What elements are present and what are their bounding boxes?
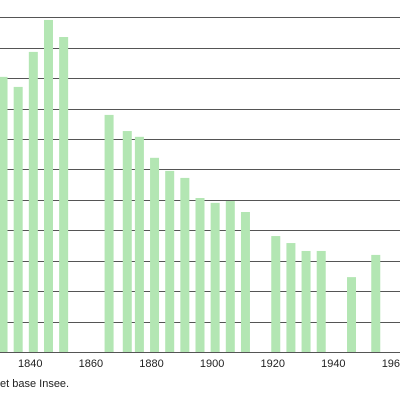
x-tick-label: 1920 [260, 358, 284, 370]
x-tick-label: 1960 [382, 358, 400, 370]
bar [43, 19, 53, 353]
bar [286, 243, 296, 352]
bar [59, 37, 69, 352]
bar [271, 236, 281, 352]
bar [28, 51, 38, 352]
bar [150, 157, 160, 352]
bar [371, 254, 381, 352]
bar [165, 170, 175, 352]
bar [122, 131, 132, 352]
source-note: et base Insee. [0, 378, 69, 390]
bar [210, 202, 220, 352]
bar [0, 76, 8, 352]
bar [104, 114, 114, 352]
bar [195, 198, 205, 352]
bar [225, 201, 235, 352]
x-tick-label: 1860 [79, 358, 103, 370]
x-tick-label: 1880 [139, 358, 163, 370]
bar [240, 212, 250, 352]
bar [134, 136, 144, 352]
bar [180, 177, 190, 352]
bar [13, 86, 23, 353]
x-tick-label: 1900 [200, 358, 224, 370]
x-tick-label: 1940 [321, 358, 345, 370]
bar [347, 277, 357, 352]
x-tick-label: 1840 [18, 358, 42, 370]
bar [316, 250, 326, 352]
bar [301, 250, 311, 352]
